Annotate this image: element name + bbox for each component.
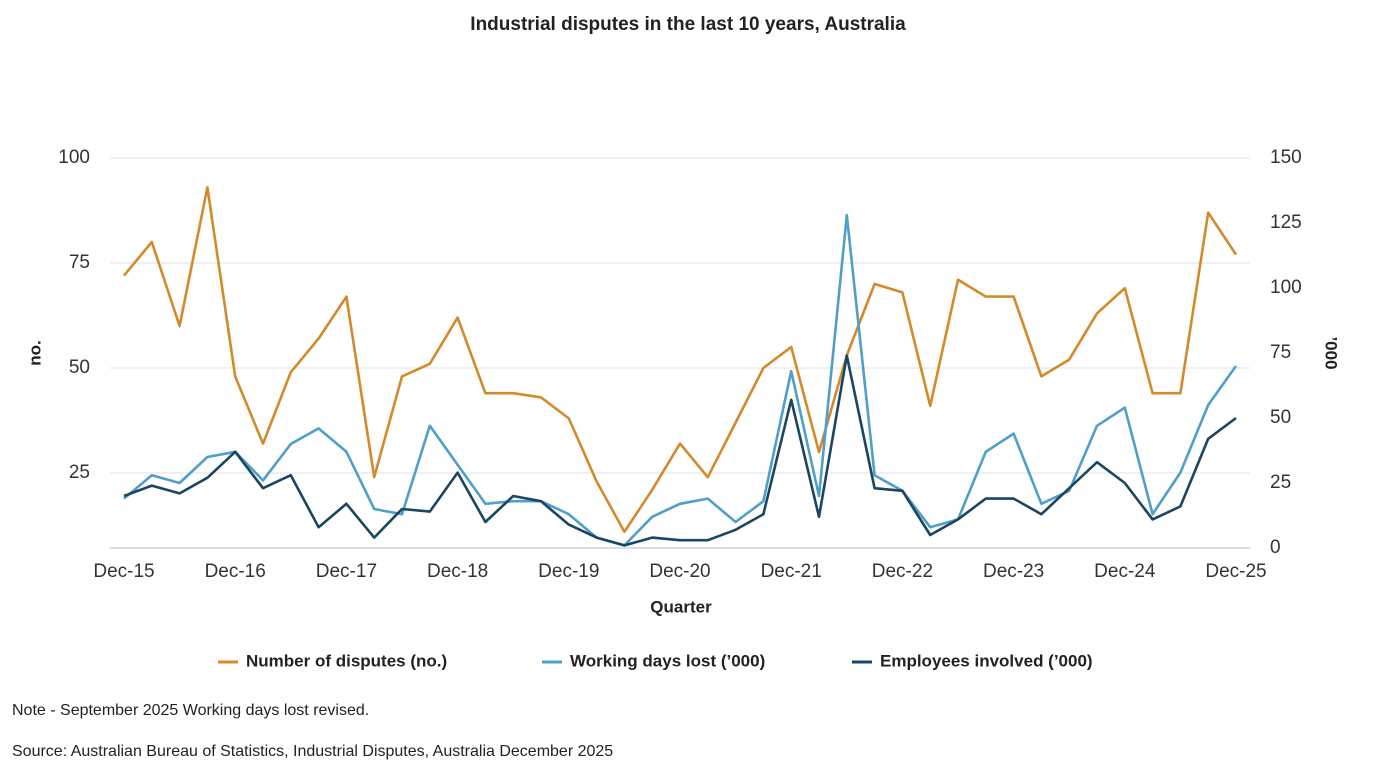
y2-tick-label: 75	[1270, 342, 1291, 363]
x-tick-label: Dec-21	[761, 561, 822, 582]
legend-label: Number of disputes (no.)	[246, 651, 447, 670]
x-tick-label: Dec-22	[872, 561, 933, 582]
y-tick-label: 25	[69, 462, 90, 483]
x-tick-label: Dec-23	[983, 561, 1044, 582]
series-line	[123, 213, 1238, 547]
y2-tick-label: 0	[1270, 537, 1281, 558]
x-tick-label: Dec-24	[1094, 561, 1156, 582]
x-tick-label: Dec-25	[1205, 561, 1266, 582]
y2-tick-label: 100	[1270, 277, 1302, 298]
y-tick-label: 75	[69, 252, 90, 273]
legend-label: Working days lost (’000)	[570, 651, 765, 670]
y-axis-label: no.	[25, 340, 44, 366]
series-line	[123, 354, 1237, 547]
x-tick-label: Dec-15	[93, 561, 154, 582]
series-line	[122, 186, 1238, 534]
y2-tick-label: 50	[1270, 407, 1291, 428]
source: Source: Australian Bureau of Statistics,…	[12, 743, 613, 760]
x-tick-label: Dec-17	[316, 561, 377, 582]
y-tick-label: 100	[58, 147, 90, 168]
y2-tick-label: 25	[1270, 472, 1291, 493]
x-tick-label: Dec-16	[205, 561, 266, 582]
x-axis-label: Quarter	[650, 597, 712, 616]
chart-title: Industrial disputes in the last 10 years…	[470, 14, 906, 35]
note: Note - September 2025 Working days lost …	[12, 702, 369, 719]
y2-tick-label: 150	[1270, 147, 1302, 168]
x-tick-label: Dec-19	[538, 561, 599, 582]
x-tick-label: Dec-18	[427, 561, 488, 582]
y2-axis-label: ’000	[1322, 336, 1341, 369]
y-tick-label: 50	[69, 357, 90, 378]
x-tick-label: Dec-20	[649, 561, 710, 582]
y2-tick-label: 125	[1270, 212, 1302, 233]
legend-label: Employees involved (’000)	[880, 651, 1093, 670]
